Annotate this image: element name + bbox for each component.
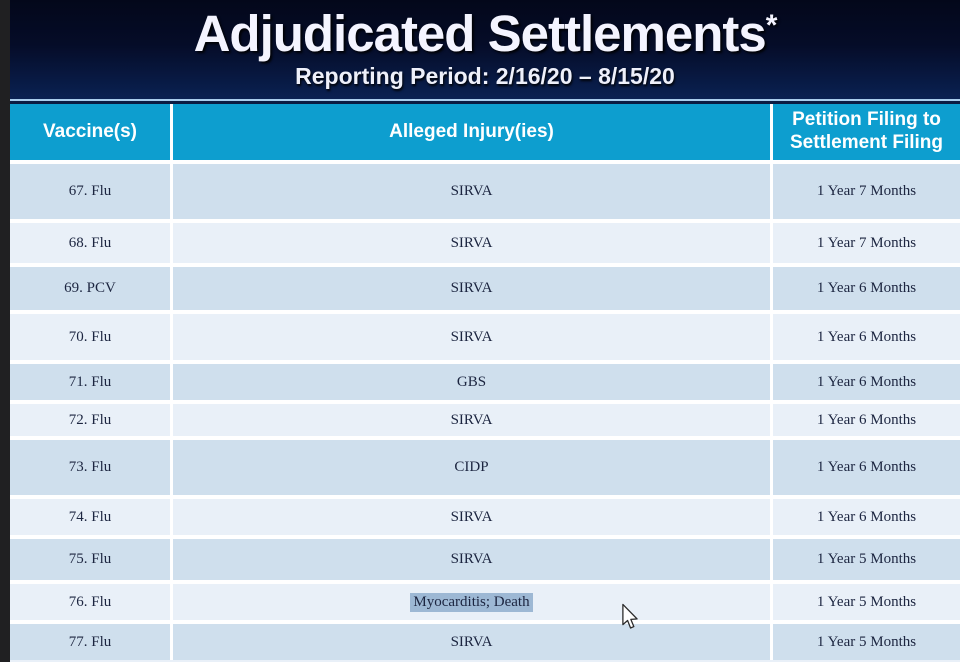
table-row: 68. Flu SIRVA 1 Year 7 Months bbox=[10, 223, 960, 263]
duration-cell: 1 Year 5 Months bbox=[773, 539, 960, 580]
vaccine-cell: 72. Flu bbox=[10, 404, 170, 436]
table-row: 76. Flu Myocarditis; Death 1 Year 5 Mont… bbox=[10, 584, 960, 620]
injury-cell: SIRVA bbox=[173, 314, 770, 360]
table-row: 75. Flu SIRVA 1 Year 5 Months bbox=[10, 539, 960, 580]
page-title: Adjudicated Settlements* bbox=[10, 4, 960, 63]
vaccine-cell: 67. Flu bbox=[10, 164, 170, 219]
table-row: 67. Flu SIRVA 1 Year 7 Months bbox=[10, 164, 960, 219]
injury-cell: GBS bbox=[173, 364, 770, 400]
vaccine-cell: 69. PCV bbox=[10, 267, 170, 310]
injury-cell: SIRVA bbox=[173, 539, 770, 580]
duration-cell: 1 Year 5 Months bbox=[773, 584, 960, 620]
table-body: 67. Flu SIRVA 1 Year 7 Months 68. Flu SI… bbox=[10, 164, 960, 660]
injury-cell: SIRVA bbox=[173, 164, 770, 219]
injury-cell: Myocarditis; Death bbox=[173, 584, 770, 620]
vaccine-cell: 71. Flu bbox=[10, 364, 170, 400]
vaccine-cell: 75. Flu bbox=[10, 539, 170, 580]
vaccine-cell: 73. Flu bbox=[10, 440, 170, 495]
vaccine-cell: 76. Flu bbox=[10, 584, 170, 620]
injury-cell: SIRVA bbox=[173, 223, 770, 263]
column-header-petition-filing: Petition Filing to Settlement Filing bbox=[773, 104, 960, 160]
injury-cell: SIRVA bbox=[173, 404, 770, 436]
duration-cell: 1 Year 6 Months bbox=[773, 314, 960, 360]
settlements-table: Vaccine(s) Alleged Injury(ies) Petition … bbox=[10, 104, 960, 664]
duration-cell: 1 Year 5 Months bbox=[773, 624, 960, 660]
table-row: 69. PCV SIRVA 1 Year 6 Months bbox=[10, 267, 960, 310]
reporting-period-subtitle: Reporting Period: 2/16/20 – 8/15/20 bbox=[295, 63, 675, 89]
injury-cell: SIRVA bbox=[173, 624, 770, 660]
table-row: 72. Flu SIRVA 1 Year 6 Months bbox=[10, 404, 960, 436]
duration-cell: 1 Year 7 Months bbox=[773, 164, 960, 219]
injury-cell: CIDP bbox=[173, 440, 770, 495]
title-asterisk: * bbox=[765, 9, 778, 42]
table-header-row: Vaccine(s) Alleged Injury(ies) Petition … bbox=[10, 104, 960, 160]
selected-text[interactable]: Myocarditis; Death bbox=[410, 592, 533, 612]
table-row: 71. Flu GBS 1 Year 6 Months bbox=[10, 364, 960, 400]
table-row: 77. Flu SIRVA 1 Year 5 Months bbox=[10, 624, 960, 660]
injury-cell: SIRVA bbox=[173, 499, 770, 535]
column-header-injury: Alleged Injury(ies) bbox=[173, 104, 770, 160]
duration-cell: 1 Year 6 Months bbox=[773, 267, 960, 310]
table-row: 73. Flu CIDP 1 Year 6 Months bbox=[10, 440, 960, 495]
viewer-background-strip bbox=[0, 0, 10, 662]
duration-cell: 1 Year 6 Months bbox=[773, 404, 960, 436]
duration-cell: 1 Year 7 Months bbox=[773, 223, 960, 263]
duration-cell: 1 Year 6 Months bbox=[773, 440, 960, 495]
vaccine-cell: 70. Flu bbox=[10, 314, 170, 360]
slide-header: Adjudicated Settlements* Reporting Perio… bbox=[10, 0, 960, 99]
header-divider-line bbox=[10, 101, 960, 104]
column-header-vaccine: Vaccine(s) bbox=[10, 104, 170, 160]
table-row: 70. Flu SIRVA 1 Year 6 Months bbox=[10, 314, 960, 360]
header-accent-line bbox=[10, 99, 960, 101]
next-row-sliver bbox=[10, 660, 960, 662]
vaccine-cell: 74. Flu bbox=[10, 499, 170, 535]
vaccine-cell: 68. Flu bbox=[10, 223, 170, 263]
duration-cell: 1 Year 6 Months bbox=[773, 364, 960, 400]
vaccine-cell: 77. Flu bbox=[10, 624, 170, 660]
table-row: 74. Flu SIRVA 1 Year 6 Months bbox=[10, 499, 960, 535]
injury-cell: SIRVA bbox=[173, 267, 770, 310]
page-title-text: Adjudicated Settlements bbox=[193, 5, 767, 62]
duration-cell: 1 Year 6 Months bbox=[773, 499, 960, 535]
